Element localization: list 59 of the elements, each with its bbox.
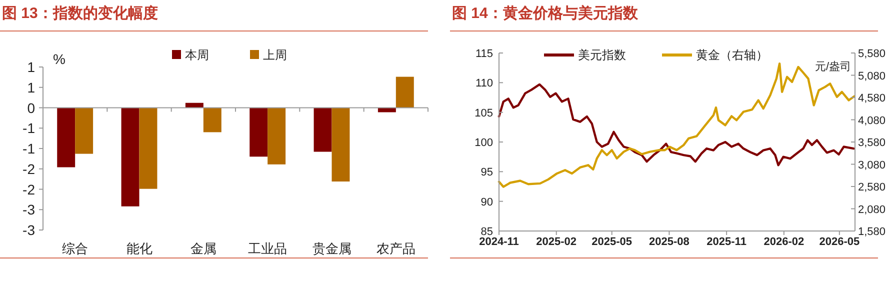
line-series xyxy=(498,62,856,188)
x-tick-label: 金属 xyxy=(190,241,216,256)
x-tick-label: 2025-05 xyxy=(592,236,632,248)
y-tick-label: 95 xyxy=(480,166,493,179)
legend-label: 美元指数 xyxy=(578,48,626,62)
bar xyxy=(139,108,158,189)
x-tick-label: 工业品 xyxy=(248,241,288,256)
chart-title: 图 13：指数的变化幅度 xyxy=(2,4,158,22)
y2-tick-label: 5,580 xyxy=(858,48,886,60)
legend-label: 上周 xyxy=(263,48,287,62)
x-tick-label: 2025-02 xyxy=(536,236,577,248)
bar xyxy=(203,108,222,132)
y2-tick-label: 3,580 xyxy=(858,137,886,149)
y2-tick-label: 5,080 xyxy=(858,70,886,82)
line-series xyxy=(498,83,855,166)
bar xyxy=(314,108,332,152)
y-tick-label: 85 xyxy=(480,226,493,238)
x-tick-label: 2024-11 xyxy=(479,236,519,248)
y2-tick-label: 2,580 xyxy=(858,182,886,194)
x-tick-label: 2026-05 xyxy=(819,236,860,248)
y-tick-label: -3 xyxy=(22,202,36,218)
x-tick-label: 农产品 xyxy=(376,241,416,256)
legend-label: 本周 xyxy=(185,48,209,62)
bar xyxy=(332,108,350,182)
bar xyxy=(250,108,268,157)
x-tick-label: 能化 xyxy=(126,241,152,256)
y-tick-label: 90 xyxy=(480,196,493,208)
bar xyxy=(121,108,140,206)
y-tick-label: -3 xyxy=(22,222,36,238)
y-tick-label: 1 xyxy=(27,59,36,75)
x-tick-label: 综合 xyxy=(62,241,88,256)
bar xyxy=(268,108,286,164)
y2-tick-label: 4,580 xyxy=(858,92,886,104)
bar xyxy=(185,102,204,108)
bar xyxy=(57,108,76,168)
bar xyxy=(396,76,414,108)
y2-tick-label: 4,080 xyxy=(858,114,886,127)
y-tick-label: -1 xyxy=(22,140,36,156)
y-tick-label: 105 xyxy=(474,107,493,120)
y-tick-label: 1 xyxy=(27,79,36,96)
x-tick-label: 2026-02 xyxy=(764,236,804,248)
y2-axis-title: 元/盎司 xyxy=(814,60,851,73)
x-tick-label: 2025-08 xyxy=(649,236,690,248)
y2-tick-label: 3,080 xyxy=(858,159,886,172)
y2-tick-label: 1,580 xyxy=(858,226,886,238)
y-axis-title: % xyxy=(53,51,66,67)
legend-label: 黄金（右轴） xyxy=(696,48,768,62)
x-tick-label: 2025-11 xyxy=(706,236,746,248)
y-tick-label: 115 xyxy=(475,48,493,60)
chart-title: 图 14：黄金价格与美元指数 xyxy=(452,4,639,22)
y2-tick-label: 2,080 xyxy=(858,204,886,216)
bar xyxy=(75,108,94,154)
y-tick-label: -1 xyxy=(22,120,36,136)
x-tick-label: 贵金属 xyxy=(312,241,352,256)
y-tick-label: 100 xyxy=(474,137,493,149)
y-tick-label: -2 xyxy=(22,181,36,198)
y-tick-label: 110 xyxy=(475,78,493,90)
y-tick-label: -2 xyxy=(22,160,36,177)
y-tick-label: 0 xyxy=(27,100,36,116)
